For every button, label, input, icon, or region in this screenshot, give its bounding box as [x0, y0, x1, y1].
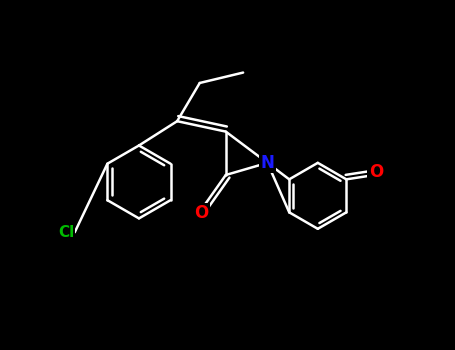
Text: Cl: Cl	[59, 225, 75, 240]
Text: N: N	[261, 154, 274, 172]
Text: O: O	[194, 204, 208, 222]
Text: O: O	[369, 163, 383, 181]
